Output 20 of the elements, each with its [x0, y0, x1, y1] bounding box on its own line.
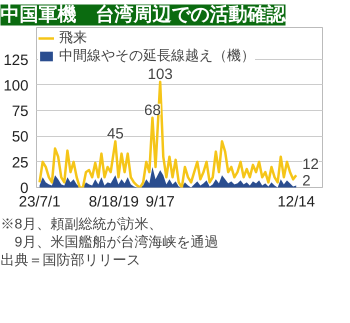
- line-series: [38, 80, 298, 188]
- y-tick-label: 50: [12, 128, 29, 146]
- annotation: 103: [148, 66, 173, 83]
- legend-label: 飛来: [59, 29, 87, 47]
- legend-label: 中間線やその延長線越え（機）: [59, 47, 255, 65]
- x-tick-label: 9/17: [146, 194, 175, 210]
- text: 9月、米国艦船が台湾海峡を通過: [0, 234, 218, 250]
- annotation: 68: [144, 102, 161, 119]
- x-tick-label: 12/14: [277, 194, 315, 210]
- annotation: 2: [302, 172, 311, 190]
- annotation: 45: [107, 125, 124, 142]
- chart-title: 中国軍機 台湾周辺での活動確認: [0, 4, 286, 26]
- annotation: 12: [302, 156, 319, 174]
- y-tick-label: 100: [3, 77, 29, 94]
- source-note: 出典＝国防部リリース: [0, 252, 140, 268]
- y-tick-label: 125: [3, 52, 29, 69]
- y-tick-label: 75: [12, 103, 29, 120]
- y-tick-label: 25: [12, 154, 29, 172]
- text: ※8月、頼副総統が訪米、: [0, 216, 162, 232]
- x-tick-label: 8/18/19: [88, 194, 139, 210]
